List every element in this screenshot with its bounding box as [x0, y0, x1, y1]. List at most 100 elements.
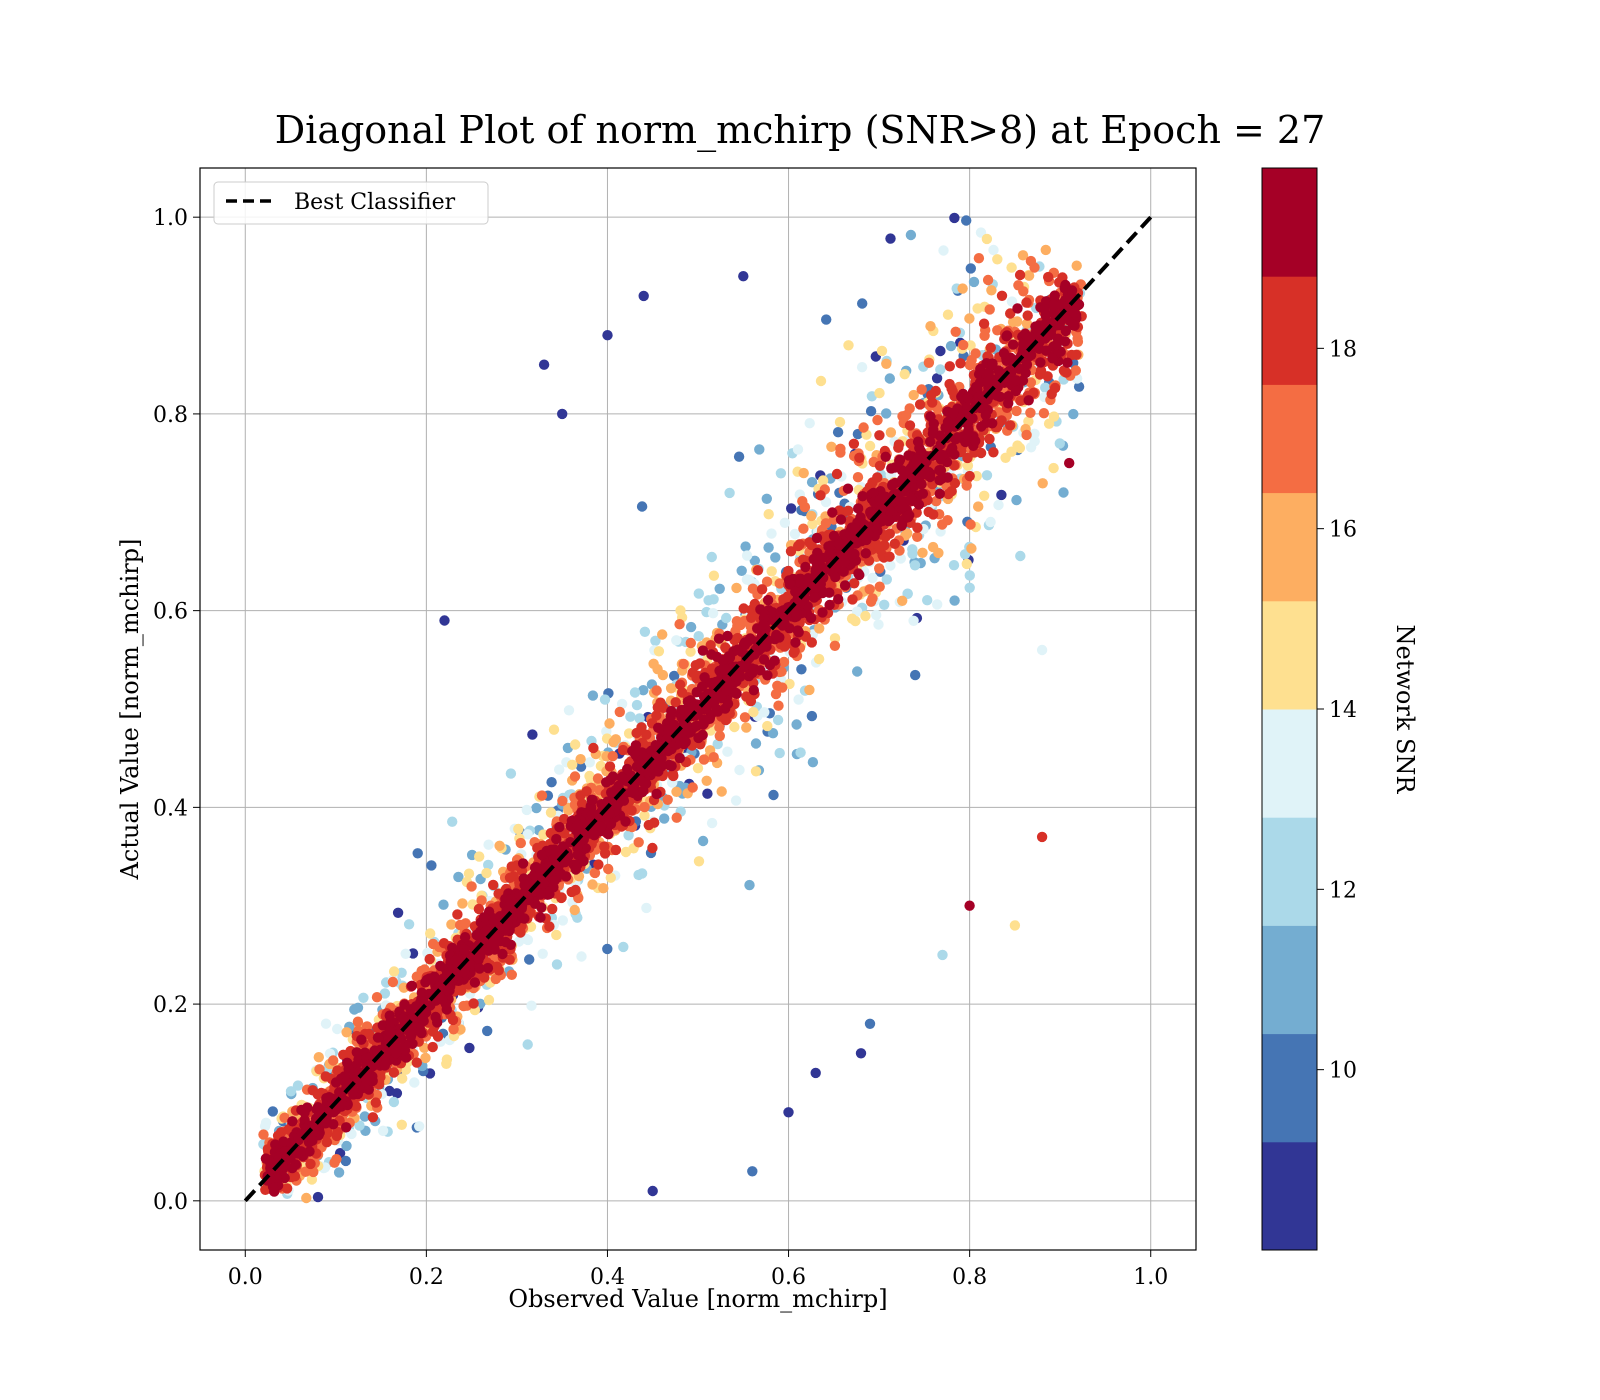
scatter-point [975, 363, 986, 375]
scatter-point [871, 609, 882, 621]
scatter-point [831, 468, 843, 480]
scatter-point [885, 560, 896, 571]
scatter-point [1036, 831, 1048, 843]
scatter-point [693, 732, 704, 744]
scatter-point [992, 325, 1003, 336]
scatter-point [716, 786, 727, 797]
scatter-point [1051, 339, 1062, 350]
scatter-point [551, 833, 562, 845]
scatter-point [589, 828, 600, 840]
scatter-point [928, 424, 939, 435]
scatter-point [1014, 269, 1026, 281]
scatter-point [633, 837, 644, 848]
scatter-point [372, 1032, 384, 1043]
scatter-point [525, 921, 537, 932]
scatter-point [575, 754, 586, 765]
scatter-point [287, 1162, 298, 1174]
scatter-point [439, 615, 450, 626]
scatter-point [589, 867, 601, 879]
scatter-point [839, 580, 851, 591]
scatter-point [608, 736, 619, 748]
scatter-point [349, 1004, 360, 1015]
scatter-point [780, 593, 791, 604]
scatter-point [925, 436, 936, 447]
scatter-point [448, 1024, 459, 1035]
scatter-point [738, 603, 749, 614]
scatter-point [536, 849, 548, 860]
scatter-point [815, 490, 826, 501]
scatter-point [763, 509, 774, 520]
scatter-point [774, 578, 785, 589]
scatter-point [604, 761, 616, 772]
scatter-point [924, 471, 936, 483]
scatter-point [674, 752, 685, 764]
scatter-point [659, 813, 670, 824]
scatter-point [1011, 494, 1022, 506]
scatter-point [942, 309, 954, 320]
scatter-point [665, 683, 677, 694]
scatter-point [333, 1167, 345, 1178]
scatter-point [587, 879, 598, 890]
scatter-point [332, 1023, 343, 1035]
scatter-point [830, 571, 841, 583]
scatter-point [748, 706, 759, 718]
scatter-point [750, 766, 762, 777]
scatter-point [483, 839, 494, 850]
scatter-point [1018, 339, 1029, 350]
scatter-point [880, 451, 891, 462]
scatter-point [694, 658, 706, 669]
scatter-point [424, 953, 435, 965]
scatter-point [795, 747, 806, 758]
scatter-point [1048, 462, 1059, 474]
scatter-point [944, 361, 955, 372]
scatter-point [872, 472, 883, 483]
scatter-point [576, 951, 587, 962]
scatter-point [1049, 382, 1061, 394]
scatter-point [359, 1111, 370, 1122]
scatter-point [1011, 405, 1022, 417]
scatter-point [854, 452, 865, 463]
scatter-point [864, 1018, 876, 1029]
scatter-point [1064, 457, 1075, 469]
scatter-point [752, 565, 764, 576]
scatter-point [923, 357, 935, 368]
scatter-point [651, 710, 662, 721]
scatter-point [692, 763, 704, 774]
scatter-point [806, 477, 818, 488]
scatter-point [606, 787, 617, 798]
scatter-point [1012, 303, 1023, 314]
scatter-point [885, 427, 897, 438]
scatter-point [872, 414, 883, 426]
scatter-point [1038, 408, 1050, 419]
scatter-point [312, 1089, 324, 1100]
scatter-point [886, 463, 897, 474]
scatter-point [860, 548, 871, 559]
scatter-point [497, 948, 508, 960]
scatter-point [987, 358, 998, 369]
scatter-point [768, 789, 779, 801]
scatter-point [905, 229, 917, 241]
scatter-point [904, 420, 916, 431]
scatter-point [674, 619, 685, 630]
scatter-point [535, 912, 546, 923]
scatter-point [783, 1107, 794, 1118]
scatter-point [630, 740, 642, 751]
scatter-point [749, 555, 760, 566]
scatter-point [292, 1080, 304, 1091]
scatter-point [575, 761, 587, 772]
scatter-point [714, 583, 725, 594]
scatter-point [996, 415, 1007, 426]
scatter-point [964, 582, 975, 593]
scatter-point [946, 486, 957, 497]
scatter-point [1040, 382, 1051, 393]
scatter-point [744, 879, 755, 891]
scatter-point [1007, 339, 1019, 350]
scatter-point [505, 768, 517, 779]
scatter-point [607, 751, 618, 762]
scatter-point [269, 1186, 280, 1197]
scatter-point [693, 856, 705, 867]
scatter-point [813, 653, 825, 665]
scatter-point [671, 635, 682, 646]
scatter-point [1003, 398, 1014, 409]
scatter-point [588, 742, 599, 754]
